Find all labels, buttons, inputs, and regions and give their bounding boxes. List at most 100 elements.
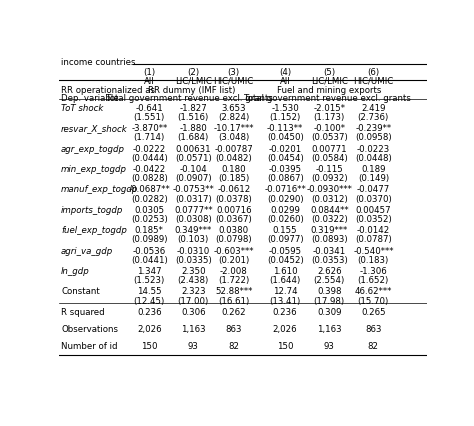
Text: -0.0222: -0.0222 xyxy=(133,144,166,153)
Text: (0.0958): (0.0958) xyxy=(355,133,392,142)
Text: Number of id: Number of id xyxy=(61,341,118,350)
Text: Total government revenue excl. grants: Total government revenue excl. grants xyxy=(244,94,411,103)
Text: 0.398: 0.398 xyxy=(317,287,341,296)
Text: -0.0201: -0.0201 xyxy=(269,144,302,153)
Text: -0.0753**: -0.0753** xyxy=(173,185,214,194)
Text: 82: 82 xyxy=(228,341,239,350)
Text: 1,163: 1,163 xyxy=(317,324,342,333)
Text: -0.0716**: -0.0716** xyxy=(264,185,306,194)
Text: -0.0223: -0.0223 xyxy=(357,144,390,153)
Text: 14.55: 14.55 xyxy=(137,287,162,296)
Text: 2.350: 2.350 xyxy=(181,266,206,275)
Text: 863: 863 xyxy=(365,324,382,333)
Text: 2,026: 2,026 xyxy=(137,324,162,333)
Text: LIC/LMIC: LIC/LMIC xyxy=(311,77,348,86)
Text: (0.0317): (0.0317) xyxy=(175,194,212,203)
Text: 0.262: 0.262 xyxy=(221,307,246,316)
Text: HIC/UMIC: HIC/UMIC xyxy=(214,77,254,86)
Text: 0.180: 0.180 xyxy=(221,164,246,173)
Text: (0.0798): (0.0798) xyxy=(215,235,252,244)
Text: 0.00716: 0.00716 xyxy=(216,205,252,214)
Text: -0.0395: -0.0395 xyxy=(269,164,302,173)
Text: (0.0335): (0.0335) xyxy=(175,255,212,264)
Text: -2.015*: -2.015* xyxy=(313,104,345,112)
Text: 0.319***: 0.319*** xyxy=(310,226,348,235)
Text: -0.0930***: -0.0930*** xyxy=(306,185,352,194)
Text: -0.540***: -0.540*** xyxy=(353,246,393,255)
Text: 82: 82 xyxy=(368,341,379,350)
Text: (0.149): (0.149) xyxy=(358,174,389,183)
Text: (6): (6) xyxy=(367,68,379,77)
Text: (0.0290): (0.0290) xyxy=(267,194,303,203)
Text: 0.0844**: 0.0844** xyxy=(310,205,348,214)
Text: (0.0322): (0.0322) xyxy=(311,214,347,224)
Text: 1.347: 1.347 xyxy=(137,266,162,275)
Text: Total government revenue excl. grants: Total government revenue excl. grants xyxy=(106,94,273,103)
Text: -0.0422: -0.0422 xyxy=(133,164,166,173)
Text: (17.98): (17.98) xyxy=(314,296,345,305)
Text: (0.0893): (0.0893) xyxy=(311,235,347,244)
Text: (0.0370): (0.0370) xyxy=(355,194,392,203)
Text: (3): (3) xyxy=(228,68,240,77)
Text: min_exp_togdp: min_exp_togdp xyxy=(61,164,127,173)
Text: (0.0353): (0.0353) xyxy=(311,255,347,264)
Text: (0.103): (0.103) xyxy=(178,235,209,244)
Text: (0.185): (0.185) xyxy=(218,174,249,183)
Text: (0.0450): (0.0450) xyxy=(267,133,303,142)
Text: agri_va_gdp: agri_va_gdp xyxy=(61,246,113,255)
Text: All: All xyxy=(144,77,155,86)
Text: 0.00631: 0.00631 xyxy=(175,144,211,153)
Text: (2): (2) xyxy=(187,68,200,77)
Text: (1.551): (1.551) xyxy=(134,113,165,122)
Text: 46.62***: 46.62*** xyxy=(355,287,392,296)
Text: (1): (1) xyxy=(143,68,155,77)
Text: (1.173): (1.173) xyxy=(314,113,345,122)
Text: -0.113**: -0.113** xyxy=(267,124,303,133)
Text: (0.0448): (0.0448) xyxy=(355,153,392,162)
Text: (0.0260): (0.0260) xyxy=(267,214,303,224)
Text: (2.554): (2.554) xyxy=(314,276,345,285)
Text: -1.880: -1.880 xyxy=(180,124,207,133)
Text: ToT shock: ToT shock xyxy=(61,104,103,112)
Text: Dep. variable: Dep. variable xyxy=(61,94,118,103)
Text: 0.349***: 0.349*** xyxy=(175,226,212,235)
Text: 150: 150 xyxy=(141,341,157,350)
Text: agr_exp_togdp: agr_exp_togdp xyxy=(61,144,125,153)
Text: (15.70): (15.70) xyxy=(358,296,389,305)
Text: 2.626: 2.626 xyxy=(317,266,342,275)
Text: 0.306: 0.306 xyxy=(181,307,206,316)
Text: (0.0977): (0.0977) xyxy=(267,235,303,244)
Text: RR operationalized as: RR operationalized as xyxy=(61,86,155,95)
Text: (0.0907): (0.0907) xyxy=(175,174,212,183)
Text: 0.00457: 0.00457 xyxy=(356,205,391,214)
Text: Constant: Constant xyxy=(61,287,100,296)
Text: -0.603***: -0.603*** xyxy=(213,246,254,255)
Text: (1.516): (1.516) xyxy=(178,113,209,122)
Text: 150: 150 xyxy=(277,341,293,350)
Text: -0.115: -0.115 xyxy=(315,164,343,173)
Text: 0.0299: 0.0299 xyxy=(270,205,300,214)
Text: (2.438): (2.438) xyxy=(178,276,209,285)
Text: (0.0787): (0.0787) xyxy=(355,235,392,244)
Text: -1.530: -1.530 xyxy=(271,104,299,112)
Text: (0.0571): (0.0571) xyxy=(175,153,212,162)
Text: LIC/LMIC: LIC/LMIC xyxy=(175,77,212,86)
Text: (0.0932): (0.0932) xyxy=(311,174,347,183)
Text: (1.523): (1.523) xyxy=(134,276,165,285)
Text: 0.236: 0.236 xyxy=(273,307,298,316)
Text: (1.152): (1.152) xyxy=(270,113,301,122)
Text: -2.008: -2.008 xyxy=(220,266,247,275)
Text: Fuel and mining exports: Fuel and mining exports xyxy=(277,86,382,95)
Text: 863: 863 xyxy=(226,324,242,333)
Text: Observations: Observations xyxy=(61,324,118,333)
Text: 0.0380: 0.0380 xyxy=(219,226,249,235)
Text: -1.827: -1.827 xyxy=(180,104,207,112)
Text: (3.048): (3.048) xyxy=(218,133,249,142)
Text: (0.0989): (0.0989) xyxy=(131,235,167,244)
Text: (0.0253): (0.0253) xyxy=(131,214,168,224)
Text: 1.610: 1.610 xyxy=(273,266,298,275)
Text: (1.722): (1.722) xyxy=(218,276,249,285)
Text: (1.652): (1.652) xyxy=(358,276,389,285)
Text: (2.736): (2.736) xyxy=(358,113,389,122)
Text: manuf_exp_togdp: manuf_exp_togdp xyxy=(61,185,138,194)
